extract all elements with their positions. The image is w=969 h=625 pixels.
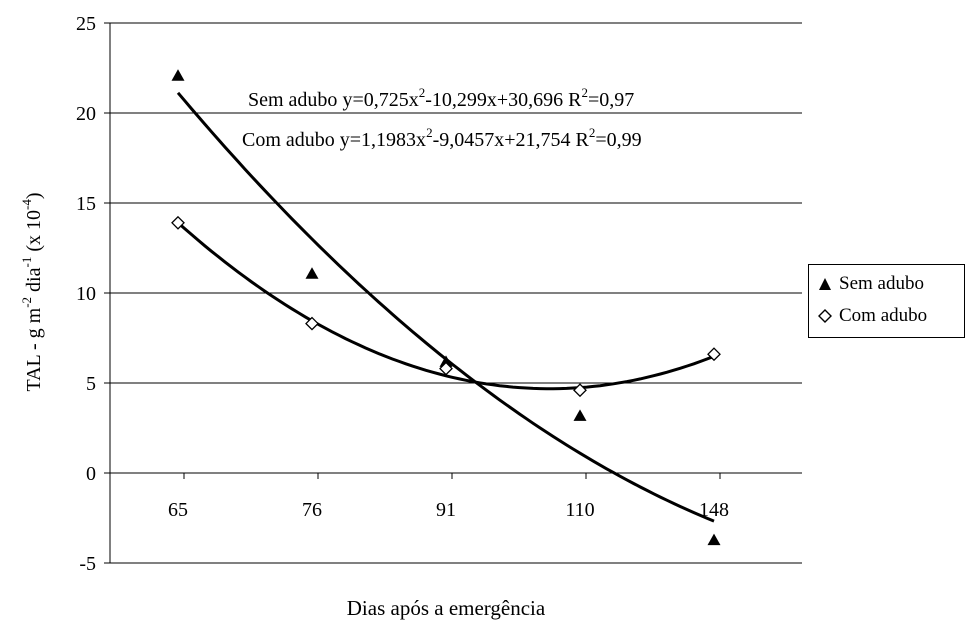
x-tick-label: 65: [168, 499, 188, 521]
point-sem-adubo-0: [171, 69, 185, 81]
y-axis-label: TAL - g m-2 dia-1 (x 10-4): [19, 192, 45, 391]
x-tick-label: 91: [436, 499, 456, 521]
trend-line-sem-adubo: [176, 91, 715, 523]
legend-item-sem-adubo: Sem adubo: [817, 273, 924, 295]
legend: Sem adubo Com adubo: [808, 264, 965, 338]
y-tick-label: 20: [76, 103, 96, 125]
gridlines: [110, 22, 802, 564]
x-axis-label: Dias após a emergência: [347, 596, 546, 620]
y-tick-label: -5: [79, 553, 96, 575]
point-com-adubo-4: [707, 347, 721, 362]
x-tick-label: 110: [565, 499, 594, 521]
x-tick-labels: 65 76 91 110 148: [168, 499, 729, 521]
open-diamond-icon: [818, 309, 832, 323]
y-tick-labels: -5 0 5 10 15 20 25: [76, 13, 96, 575]
y-tick-label: 25: [76, 13, 96, 35]
point-com-adubo-0: [171, 215, 185, 230]
legend-label-com-adubo: Com adubo: [839, 305, 928, 326]
trend-line-com-adubo: [177, 221, 715, 391]
x-tick-label: 148: [699, 499, 729, 521]
axes: [104, 22, 802, 564]
point-com-adubo-3: [573, 383, 587, 398]
trend-lines: [176, 91, 715, 523]
point-com-adubo-1: [305, 316, 319, 331]
x-tick-label: 76: [302, 499, 322, 521]
data-points: [171, 69, 721, 546]
point-sem-adubo-1: [305, 267, 319, 279]
y-tick-label: 5: [86, 373, 96, 395]
point-sem-adubo-2: [439, 355, 453, 367]
legend-label-sem-adubo: Sem adubo: [839, 273, 924, 294]
equation-sem-adubo: Sem adubo y=0,725x2-10,299x+30,696 R2=0,…: [248, 85, 634, 111]
filled-triangle-icon: [819, 278, 831, 290]
y-tick-label: 0: [86, 463, 96, 485]
y-tick-label: 15: [76, 193, 96, 215]
point-sem-adubo-3: [573, 409, 587, 421]
y-tick-label: 10: [76, 283, 96, 305]
legend-item-com-adubo: Com adubo: [817, 305, 927, 327]
point-com-adubo-2: [439, 361, 453, 376]
point-sem-adubo-4: [707, 533, 721, 546]
equation-com-adubo: Com adubo y=1,1983x2-9,0457x+21,754 R2=0…: [242, 125, 642, 151]
